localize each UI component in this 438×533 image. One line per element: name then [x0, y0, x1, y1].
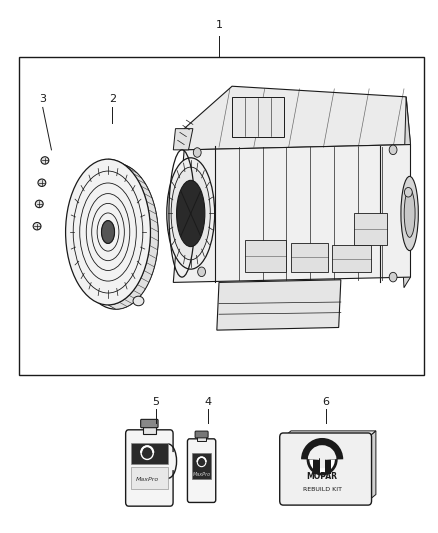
Text: REBUILD KIT: REBUILD KIT: [303, 487, 342, 492]
Polygon shape: [402, 97, 410, 288]
Bar: [245, 240, 286, 272]
Circle shape: [193, 148, 201, 157]
FancyBboxPatch shape: [131, 443, 168, 464]
Polygon shape: [173, 144, 410, 282]
Polygon shape: [108, 159, 158, 309]
Ellipse shape: [401, 176, 418, 251]
Text: 6: 6: [322, 397, 329, 407]
Circle shape: [198, 267, 205, 277]
Ellipse shape: [314, 451, 331, 469]
FancyBboxPatch shape: [197, 435, 206, 441]
Ellipse shape: [35, 200, 43, 208]
FancyBboxPatch shape: [167, 452, 177, 470]
FancyBboxPatch shape: [187, 439, 216, 503]
FancyBboxPatch shape: [280, 433, 371, 505]
Bar: [354, 214, 387, 245]
FancyBboxPatch shape: [195, 431, 208, 438]
Bar: [291, 243, 328, 272]
Ellipse shape: [33, 222, 41, 230]
FancyBboxPatch shape: [192, 453, 212, 479]
Text: 4: 4: [205, 397, 212, 407]
FancyBboxPatch shape: [126, 430, 173, 506]
Text: MaxPro: MaxPro: [193, 472, 211, 477]
Ellipse shape: [133, 296, 144, 306]
Circle shape: [389, 272, 397, 282]
Ellipse shape: [404, 190, 415, 237]
FancyBboxPatch shape: [131, 466, 168, 489]
Text: 2: 2: [109, 94, 116, 104]
Polygon shape: [368, 431, 376, 501]
Ellipse shape: [74, 164, 158, 309]
Text: MOPAR: MOPAR: [307, 472, 338, 481]
Ellipse shape: [38, 179, 46, 187]
Text: 3: 3: [39, 94, 46, 104]
Bar: [232, 97, 284, 136]
Bar: [19, 57, 424, 375]
Ellipse shape: [199, 459, 204, 464]
Polygon shape: [173, 128, 193, 150]
Text: 5: 5: [152, 397, 159, 407]
Ellipse shape: [66, 159, 150, 305]
Circle shape: [389, 145, 397, 155]
Ellipse shape: [177, 180, 205, 247]
Text: MaxPro: MaxPro: [136, 477, 159, 482]
Ellipse shape: [167, 158, 215, 269]
Polygon shape: [184, 86, 410, 150]
Bar: [332, 245, 371, 272]
Bar: [325, 458, 331, 474]
FancyBboxPatch shape: [143, 425, 156, 433]
FancyBboxPatch shape: [141, 419, 158, 427]
Text: 1: 1: [215, 20, 223, 30]
Bar: [314, 458, 320, 474]
Ellipse shape: [308, 445, 336, 474]
Polygon shape: [283, 431, 376, 437]
Ellipse shape: [102, 221, 115, 244]
Polygon shape: [217, 280, 341, 330]
Ellipse shape: [144, 449, 151, 457]
Ellipse shape: [41, 157, 49, 164]
Circle shape: [404, 188, 412, 197]
Ellipse shape: [171, 167, 210, 260]
